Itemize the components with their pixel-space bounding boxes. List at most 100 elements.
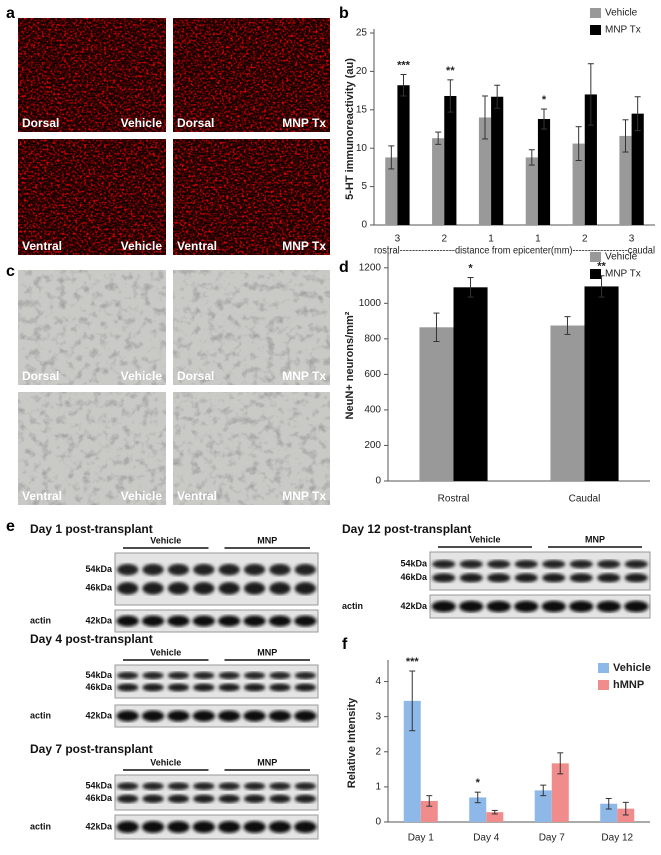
legend-swatch	[598, 663, 609, 673]
bar	[478, 117, 492, 225]
micrograph-label: Dorsal	[177, 116, 214, 130]
blot-title: Day 12 post-transplant	[342, 522, 471, 536]
band	[294, 563, 316, 576]
blot	[114, 609, 319, 633]
micrograph-signal	[18, 139, 166, 255]
x-tick-label: Day 12	[601, 833, 633, 844]
y-tick-label: 25	[356, 28, 368, 39]
panel-label: e	[6, 518, 15, 535]
micrograph-texture	[18, 270, 166, 385]
y-tick-label: 2	[375, 746, 381, 757]
micrograph-label: MNP Tx	[282, 116, 326, 130]
bar	[385, 157, 398, 225]
blot-title: Day 4 post-transplant	[30, 632, 153, 646]
x-tick-label: Rostral	[438, 494, 470, 505]
band	[167, 563, 190, 576]
y-tick-label: 1000	[359, 298, 382, 309]
band	[117, 671, 139, 680]
marker-label: 42kDa	[400, 601, 428, 611]
legend-label: Vehicle	[613, 662, 651, 674]
band	[294, 782, 316, 791]
band	[459, 559, 483, 569]
x-tick-label: 3	[395, 234, 401, 245]
legend-label: MNP Tx	[605, 269, 641, 280]
bar	[572, 143, 585, 225]
significance: **	[597, 261, 606, 273]
group-label: MNP	[257, 535, 277, 545]
band	[141, 615, 165, 627]
panel-label: b	[339, 5, 349, 22]
band	[596, 600, 621, 613]
error-bar	[541, 108, 548, 130]
band	[117, 582, 139, 595]
group-label: Vehicle	[150, 647, 181, 657]
band	[141, 710, 165, 722]
micrograph-label: Ventral	[22, 239, 62, 253]
bar	[453, 287, 488, 481]
band	[269, 671, 291, 680]
micrograph-signal	[173, 18, 330, 132]
band	[243, 794, 266, 803]
band	[117, 683, 139, 692]
y-tick-label: 800	[364, 333, 381, 344]
band	[167, 683, 190, 692]
micrograph-label: Ventral	[177, 489, 217, 503]
band	[243, 710, 266, 722]
band	[486, 600, 511, 613]
y-tick-label: 10	[356, 143, 368, 154]
significance: *	[468, 262, 473, 274]
marker-label: 42kDa	[85, 615, 113, 625]
band	[597, 559, 621, 569]
bar	[403, 700, 421, 822]
error-bar	[447, 79, 454, 113]
marker-label: 42kDa	[85, 710, 113, 720]
loading-label: actin	[30, 615, 51, 625]
error-bar	[587, 63, 594, 126]
band	[193, 563, 215, 576]
bar	[397, 85, 410, 225]
bar	[537, 119, 551, 225]
significance: **	[446, 65, 455, 77]
y-tick-label: 15	[356, 104, 368, 115]
band	[269, 683, 291, 692]
band	[542, 573, 566, 583]
y-tick-label: 200	[364, 440, 381, 451]
band	[514, 573, 538, 583]
band	[218, 710, 241, 722]
band	[116, 821, 139, 833]
band	[116, 615, 139, 627]
error-bar	[400, 73, 407, 97]
marker-label: 54kDa	[400, 559, 428, 569]
loading-label: actin	[30, 710, 51, 720]
band	[487, 573, 511, 583]
x-tick-label: 1	[535, 234, 541, 245]
y-tick-label: 4	[375, 676, 381, 687]
marker-label: 46kDa	[400, 572, 428, 582]
band	[269, 794, 291, 803]
y-tick-label: 0	[375, 476, 381, 487]
legend-swatch	[590, 252, 601, 262]
micrograph-label: Dorsal	[22, 116, 59, 130]
band	[624, 573, 648, 583]
micrograph-texture	[18, 392, 166, 505]
y-tick-label: 1	[375, 782, 381, 793]
group-label: Vehicle	[150, 757, 181, 767]
bar	[525, 157, 538, 225]
band	[243, 821, 266, 833]
error-bar	[605, 797, 612, 810]
x-tick-label: 2	[441, 234, 447, 245]
band	[569, 573, 593, 583]
band	[218, 782, 240, 791]
marker-label: 46kDa	[85, 583, 113, 593]
bar	[534, 790, 552, 822]
band	[116, 710, 139, 722]
band	[268, 615, 292, 627]
error-bar	[540, 784, 547, 797]
panel-label: a	[6, 5, 15, 22]
band	[459, 573, 483, 583]
blot	[429, 551, 651, 591]
micrograph-label: MNP Tx	[282, 369, 326, 383]
group-label: MNP	[257, 757, 277, 767]
group-label: MNP	[257, 647, 277, 657]
bar	[469, 797, 487, 822]
